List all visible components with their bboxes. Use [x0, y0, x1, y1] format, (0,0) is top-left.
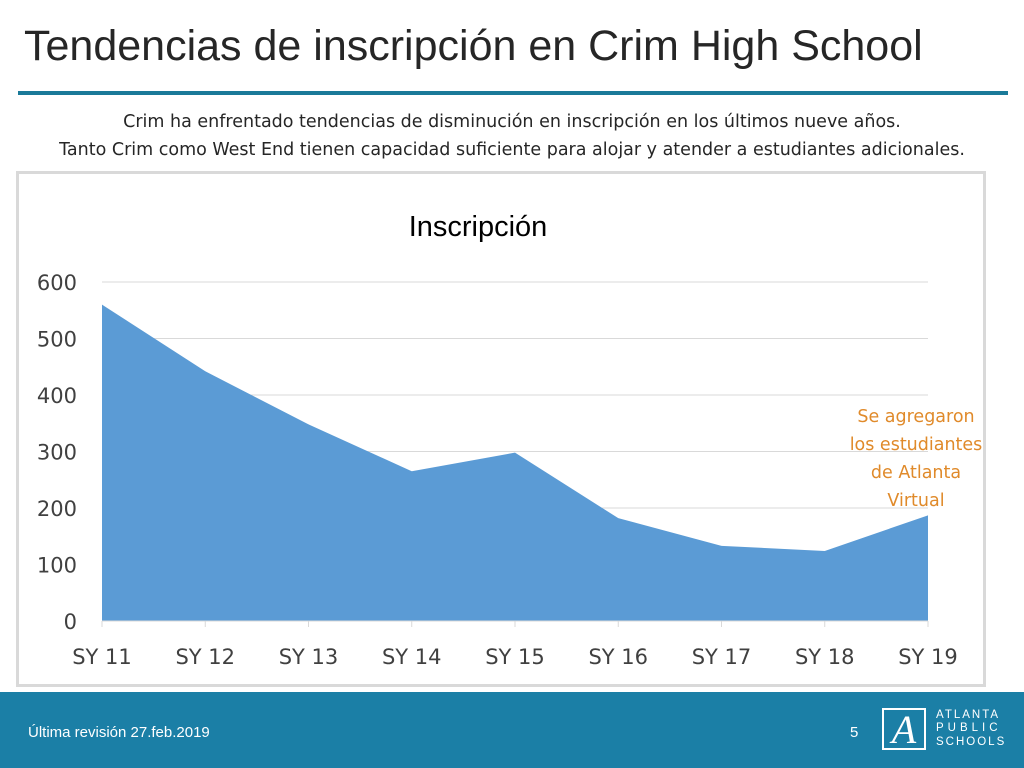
chart-annotation: Se agregaron los estudiantes de Atlanta … — [836, 403, 996, 515]
y-tick-label: 200 — [37, 497, 77, 521]
subtitle-line-1: Crim ha enfrentado tendencias de disminu… — [123, 112, 901, 132]
x-axis-ticks: SY 11 SY 12 SY 13 SY 14 SY 15 SY 16 SY 17 SY 18… — [72, 620, 958, 669]
annotation-line: de Atlanta — [870, 463, 962, 483]
logo-text-schools: SCHOOLS — [936, 736, 1007, 748]
annotation-line: Se agregaron — [857, 407, 975, 427]
title-divider — [18, 91, 1008, 95]
y-tick-label: 500 — [37, 328, 77, 352]
logo-text-atlanta: ATLANTA — [936, 709, 1001, 721]
x-tick-label: SY 17 — [692, 645, 752, 669]
area-series — [101, 304, 929, 621]
x-tick-label: SY 11 — [72, 645, 132, 669]
aps-logo-icon: A — [882, 708, 926, 750]
x-tick-label: SY 15 — [485, 645, 545, 669]
x-tick-label: SY 14 — [382, 645, 442, 669]
x-tick-label: SY 16 — [588, 645, 648, 669]
y-axis-ticks: 0 100 200 300 400 500 600 — [37, 271, 77, 634]
annotation-line: los estudiantes — [849, 435, 983, 455]
x-tick-label: SY 18 — [795, 645, 855, 669]
area-fill — [102, 304, 928, 621]
y-tick-label: 600 — [37, 271, 77, 295]
x-tick-label: SY 12 — [175, 645, 235, 669]
y-tick-label: 400 — [37, 384, 77, 408]
page-number: 5 — [850, 724, 859, 741]
logo-text-public: PUBLIC — [936, 722, 1002, 734]
x-tick-label: SY 19 — [898, 645, 958, 669]
revision-date: Última revisión 27.feb.2019 — [28, 724, 210, 741]
subtitle-line-2: Tanto Crim como West End tienen capacida… — [59, 140, 965, 160]
footer-bar — [0, 692, 1024, 768]
y-tick-label: 300 — [37, 441, 77, 465]
y-tick-label: 0 — [64, 610, 77, 634]
annotation-line: Virtual — [887, 491, 945, 511]
x-tick-label: SY 13 — [279, 645, 339, 669]
chart-title: Inscripción — [409, 211, 548, 243]
slide-title: Tendencias de inscripción en Crim High S… — [24, 22, 923, 70]
y-tick-label: 100 — [37, 554, 77, 578]
